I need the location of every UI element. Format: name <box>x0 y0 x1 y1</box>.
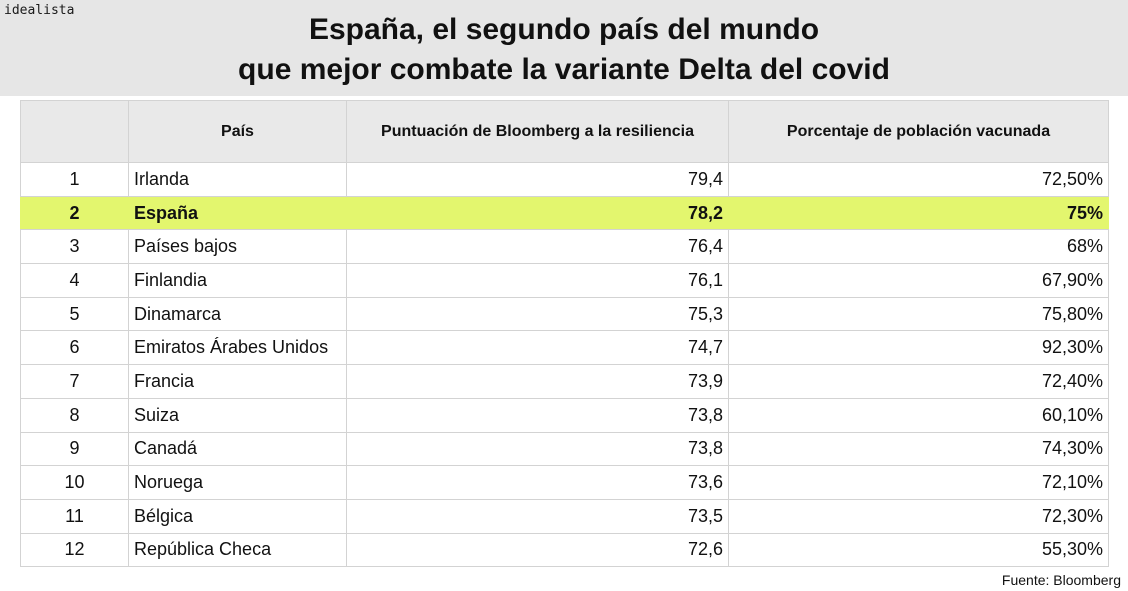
header-row: País Puntuación de Bloomberg a la resili… <box>20 100 1109 163</box>
vaccinated-percentage-cell: 72,50% <box>728 162 1109 197</box>
table-row-highlighted: 2 España 78,2 75% <box>20 195 1109 231</box>
rank-cell: 8 <box>20 397 129 433</box>
table-row: 9 Canadá 73,8 74,30% <box>20 431 1109 467</box>
country-cell: Irlanda <box>128 162 347 197</box>
table-row: 10 Noruega 73,6 72,10% <box>20 465 1109 500</box>
vaccinated-percentage-cell: 92,30% <box>728 330 1109 366</box>
rank-cell: 6 <box>20 330 129 366</box>
country-cell: Países bajos <box>128 229 347 265</box>
vaccinated-percentage-cell: 74,30% <box>728 431 1109 467</box>
vaccinated-percentage-cell: 67,90% <box>728 263 1109 298</box>
country-cell: Bélgica <box>128 498 347 534</box>
resilience-score-cell: 74,7 <box>346 330 729 366</box>
column-header-vaccinated: Porcentaje de población vacunada <box>728 100 1109 163</box>
table-row: 5 Dinamarca 75,3 75,80% <box>20 296 1109 332</box>
table-row: 12 República Checa 72,6 55,30% <box>20 532 1109 568</box>
table-body: 1 Irlanda 79,4 72,50% 2 España 78,2 75% 3 Países … <box>20 162 1109 568</box>
rank-cell: 4 <box>20 263 129 298</box>
title-line-2: que mejor combate la variante Delta del … <box>238 53 890 86</box>
resilience-score-cell: 76,4 <box>346 229 729 265</box>
column-header-rank <box>20 100 129 163</box>
column-header-country: País <box>128 100 347 163</box>
country-cell: Suiza <box>128 397 347 433</box>
table-row: 11 Bélgica 73,5 72,30% <box>20 498 1109 534</box>
rank-cell: 9 <box>20 431 129 467</box>
table-row: 4 Finlandia 76,1 67,90% <box>20 263 1109 298</box>
resilience-score-cell: 73,5 <box>346 498 729 534</box>
rank-cell: 2 <box>20 195 129 231</box>
country-cell: Dinamarca <box>128 296 347 332</box>
country-cell: Noruega <box>128 465 347 500</box>
country-cell: Canadá <box>128 431 347 467</box>
vaccinated-percentage-cell: 72,40% <box>728 364 1109 399</box>
table-row: 8 Suiza 73,8 60,10% <box>20 397 1109 433</box>
resilience-score-cell: 75,3 <box>346 296 729 332</box>
rank-cell: 5 <box>20 296 129 332</box>
resilience-score-cell: 73,8 <box>346 431 729 467</box>
resilience-score-cell: 73,9 <box>346 364 729 399</box>
resilience-score-cell: 78,2 <box>346 195 729 231</box>
vaccinated-percentage-cell: 75% <box>728 195 1109 231</box>
country-cell: Finlandia <box>128 263 347 298</box>
source-note: Fuente: Bloomberg <box>1001 572 1121 588</box>
table-row: 6 Emiratos Árabes Unidos 74,7 92,30% <box>20 330 1109 366</box>
rank-cell: 1 <box>20 162 129 197</box>
column-header-score: Puntuación de Bloomberg a la resiliencia <box>346 100 729 163</box>
resilience-score-cell: 76,1 <box>346 263 729 298</box>
resilience-score-cell: 73,8 <box>346 397 729 433</box>
vaccinated-percentage-cell: 60,10% <box>728 397 1109 433</box>
table-row: 1 Irlanda 79,4 72,50% <box>20 162 1109 197</box>
vaccinated-percentage-cell: 72,30% <box>728 498 1109 534</box>
rank-cell: 11 <box>20 498 129 534</box>
vaccinated-percentage-cell: 75,80% <box>728 296 1109 332</box>
vaccinated-percentage-cell: 68% <box>728 229 1109 265</box>
resilience-score-cell: 72,6 <box>346 532 729 568</box>
table-row: 7 Francia 73,9 72,40% <box>20 364 1109 399</box>
country-cell: Emiratos Árabes Unidos <box>128 330 347 366</box>
title-banner: idealista España, el segundo país del mu… <box>0 0 1128 96</box>
rank-cell: 3 <box>20 229 129 265</box>
rank-cell: 10 <box>20 465 129 500</box>
country-cell: Francia <box>128 364 347 399</box>
table-row: 3 Países bajos 76,4 68% <box>20 229 1109 265</box>
country-cell: República Checa <box>128 532 347 568</box>
title-line-1: España, el segundo país del mundo <box>308 13 820 46</box>
table-header: País Puntuación de Bloomberg a la resili… <box>20 100 1109 163</box>
brand-name: idealista <box>4 3 75 18</box>
country-cell: España <box>128 195 347 231</box>
rank-cell: 12 <box>20 532 129 568</box>
resilience-score-cell: 79,4 <box>346 162 729 197</box>
resilience-score-cell: 73,6 <box>346 465 729 500</box>
vaccinated-percentage-cell: 55,30% <box>728 532 1109 568</box>
rank-cell: 7 <box>20 364 129 399</box>
vaccinated-percentage-cell: 72,10% <box>728 465 1109 500</box>
chart-title: España, el segundo país del mundo que me… <box>0 10 1128 90</box>
ranking-table: País Puntuación de Bloomberg a la resili… <box>20 100 1109 568</box>
